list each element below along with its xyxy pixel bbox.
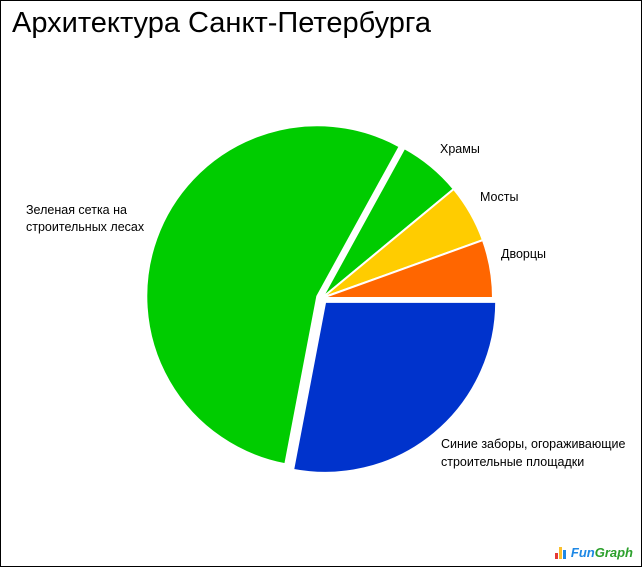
- label-green-net: Зеленая сетка на строительных лесах: [26, 203, 145, 234]
- label-hramy: Храмы: [440, 142, 480, 156]
- label-blue-fences-line1: Синие заборы, огораживающие: [441, 437, 626, 451]
- label-blue-fences-line2: строительные площадки: [441, 455, 584, 469]
- label-green-net-line2: строительных лесах: [26, 220, 145, 234]
- pie-slice-1: [145, 124, 402, 466]
- bar-chart-icon: [554, 546, 569, 559]
- label-blue-fences: Синие заборы, огораживающие строительные…: [441, 437, 629, 469]
- label-mosty: Мосты: [480, 190, 518, 204]
- label-dvorcy: Дворцы: [501, 247, 546, 261]
- brand-text: FunGraph: [570, 545, 633, 560]
- pie-slice-0: [291, 300, 498, 474]
- fungraph-logo: FunGraph: [554, 545, 633, 560]
- pie-slice-4: [321, 238, 495, 299]
- label-green-net-line1: Зеленая сетка на: [26, 203, 127, 217]
- chart-title: Архитектура Санкт-Петербурга: [12, 7, 431, 39]
